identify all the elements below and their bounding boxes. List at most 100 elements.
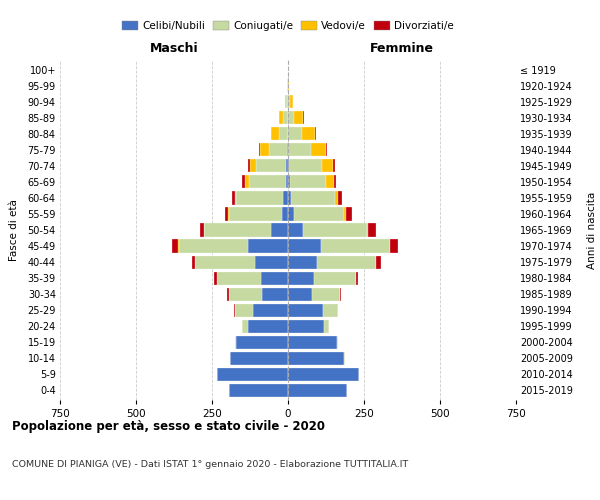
Bar bbox=[346, 208, 352, 220]
Bar bbox=[317, 256, 376, 268]
Bar bbox=[356, 272, 358, 284]
Bar bbox=[248, 160, 250, 172]
Bar bbox=[256, 160, 286, 172]
Bar bbox=[288, 192, 291, 204]
Bar bbox=[340, 288, 341, 300]
Bar bbox=[285, 95, 286, 108]
Bar bbox=[287, 143, 288, 156]
Bar bbox=[288, 160, 289, 172]
Bar bbox=[228, 208, 229, 220]
Bar bbox=[234, 304, 235, 317]
Y-axis label: Fasce di età: Fasce di età bbox=[9, 199, 19, 261]
Bar bbox=[242, 176, 245, 188]
Bar bbox=[344, 208, 346, 220]
Bar bbox=[288, 143, 311, 156]
Bar bbox=[303, 224, 367, 236]
Bar bbox=[288, 304, 323, 317]
Bar bbox=[242, 320, 248, 333]
Bar bbox=[289, 160, 322, 172]
Bar bbox=[288, 384, 347, 397]
Bar bbox=[323, 304, 338, 317]
Bar bbox=[229, 288, 262, 300]
Bar bbox=[322, 240, 390, 252]
Bar bbox=[282, 208, 288, 220]
Bar bbox=[253, 304, 288, 317]
Bar bbox=[344, 352, 345, 365]
Bar bbox=[368, 224, 376, 236]
Bar bbox=[294, 111, 303, 124]
Bar bbox=[311, 143, 326, 156]
Bar bbox=[287, 79, 288, 92]
Bar bbox=[279, 127, 288, 140]
Bar bbox=[227, 288, 229, 300]
Bar bbox=[313, 288, 340, 300]
Bar bbox=[286, 176, 288, 188]
Bar bbox=[235, 336, 236, 349]
Bar bbox=[326, 143, 327, 156]
Bar bbox=[288, 111, 294, 124]
Bar bbox=[195, 256, 254, 268]
Bar bbox=[230, 352, 288, 365]
Bar bbox=[249, 176, 286, 188]
Legend: Celibi/Nubili, Coniugati/e, Vedovi/e, Divorziati/e: Celibi/Nubili, Coniugati/e, Vedovi/e, Di… bbox=[122, 21, 454, 31]
Bar bbox=[314, 272, 356, 284]
Bar bbox=[288, 352, 344, 365]
Bar bbox=[288, 127, 302, 140]
Bar bbox=[229, 208, 282, 220]
Bar bbox=[271, 224, 288, 236]
Bar bbox=[259, 143, 260, 156]
Bar bbox=[262, 288, 288, 300]
Bar bbox=[290, 95, 293, 108]
Bar bbox=[302, 127, 316, 140]
Bar bbox=[288, 288, 313, 300]
Bar bbox=[172, 240, 178, 252]
Bar bbox=[288, 95, 290, 108]
Bar bbox=[288, 320, 325, 333]
Bar bbox=[288, 240, 322, 252]
Bar bbox=[286, 95, 288, 108]
Bar bbox=[217, 272, 260, 284]
Bar bbox=[322, 160, 333, 172]
Bar bbox=[225, 208, 228, 220]
Bar bbox=[269, 143, 287, 156]
Y-axis label: Anni di nascita: Anni di nascita bbox=[587, 192, 597, 268]
Bar bbox=[288, 176, 290, 188]
Bar bbox=[294, 208, 344, 220]
Bar bbox=[391, 240, 398, 252]
Bar bbox=[245, 176, 249, 188]
Bar bbox=[338, 192, 342, 204]
Bar bbox=[235, 304, 253, 317]
Bar bbox=[288, 256, 317, 268]
Bar bbox=[248, 240, 288, 252]
Bar bbox=[260, 272, 288, 284]
Bar bbox=[390, 240, 391, 252]
Bar bbox=[290, 176, 326, 188]
Bar bbox=[236, 336, 288, 349]
Bar bbox=[236, 192, 283, 204]
Bar bbox=[235, 192, 236, 204]
Bar bbox=[337, 336, 338, 349]
Bar bbox=[283, 192, 288, 204]
Bar bbox=[214, 272, 217, 284]
Text: Maschi: Maschi bbox=[149, 42, 199, 55]
Bar bbox=[254, 256, 288, 268]
Bar bbox=[205, 224, 271, 236]
Bar bbox=[271, 127, 279, 140]
Bar bbox=[288, 272, 314, 284]
Text: Femmine: Femmine bbox=[370, 42, 434, 55]
Bar bbox=[217, 368, 288, 381]
Bar bbox=[260, 143, 269, 156]
Bar bbox=[325, 320, 329, 333]
Bar bbox=[250, 160, 256, 172]
Bar bbox=[376, 256, 381, 268]
Bar bbox=[204, 224, 205, 236]
Bar bbox=[200, 224, 204, 236]
Text: Popolazione per età, sesso e stato civile - 2020: Popolazione per età, sesso e stato civil… bbox=[12, 420, 325, 433]
Bar bbox=[248, 320, 288, 333]
Bar bbox=[335, 192, 338, 204]
Bar bbox=[334, 176, 336, 188]
Bar bbox=[179, 240, 248, 252]
Bar bbox=[283, 111, 288, 124]
Bar bbox=[279, 111, 283, 124]
Bar bbox=[288, 224, 303, 236]
